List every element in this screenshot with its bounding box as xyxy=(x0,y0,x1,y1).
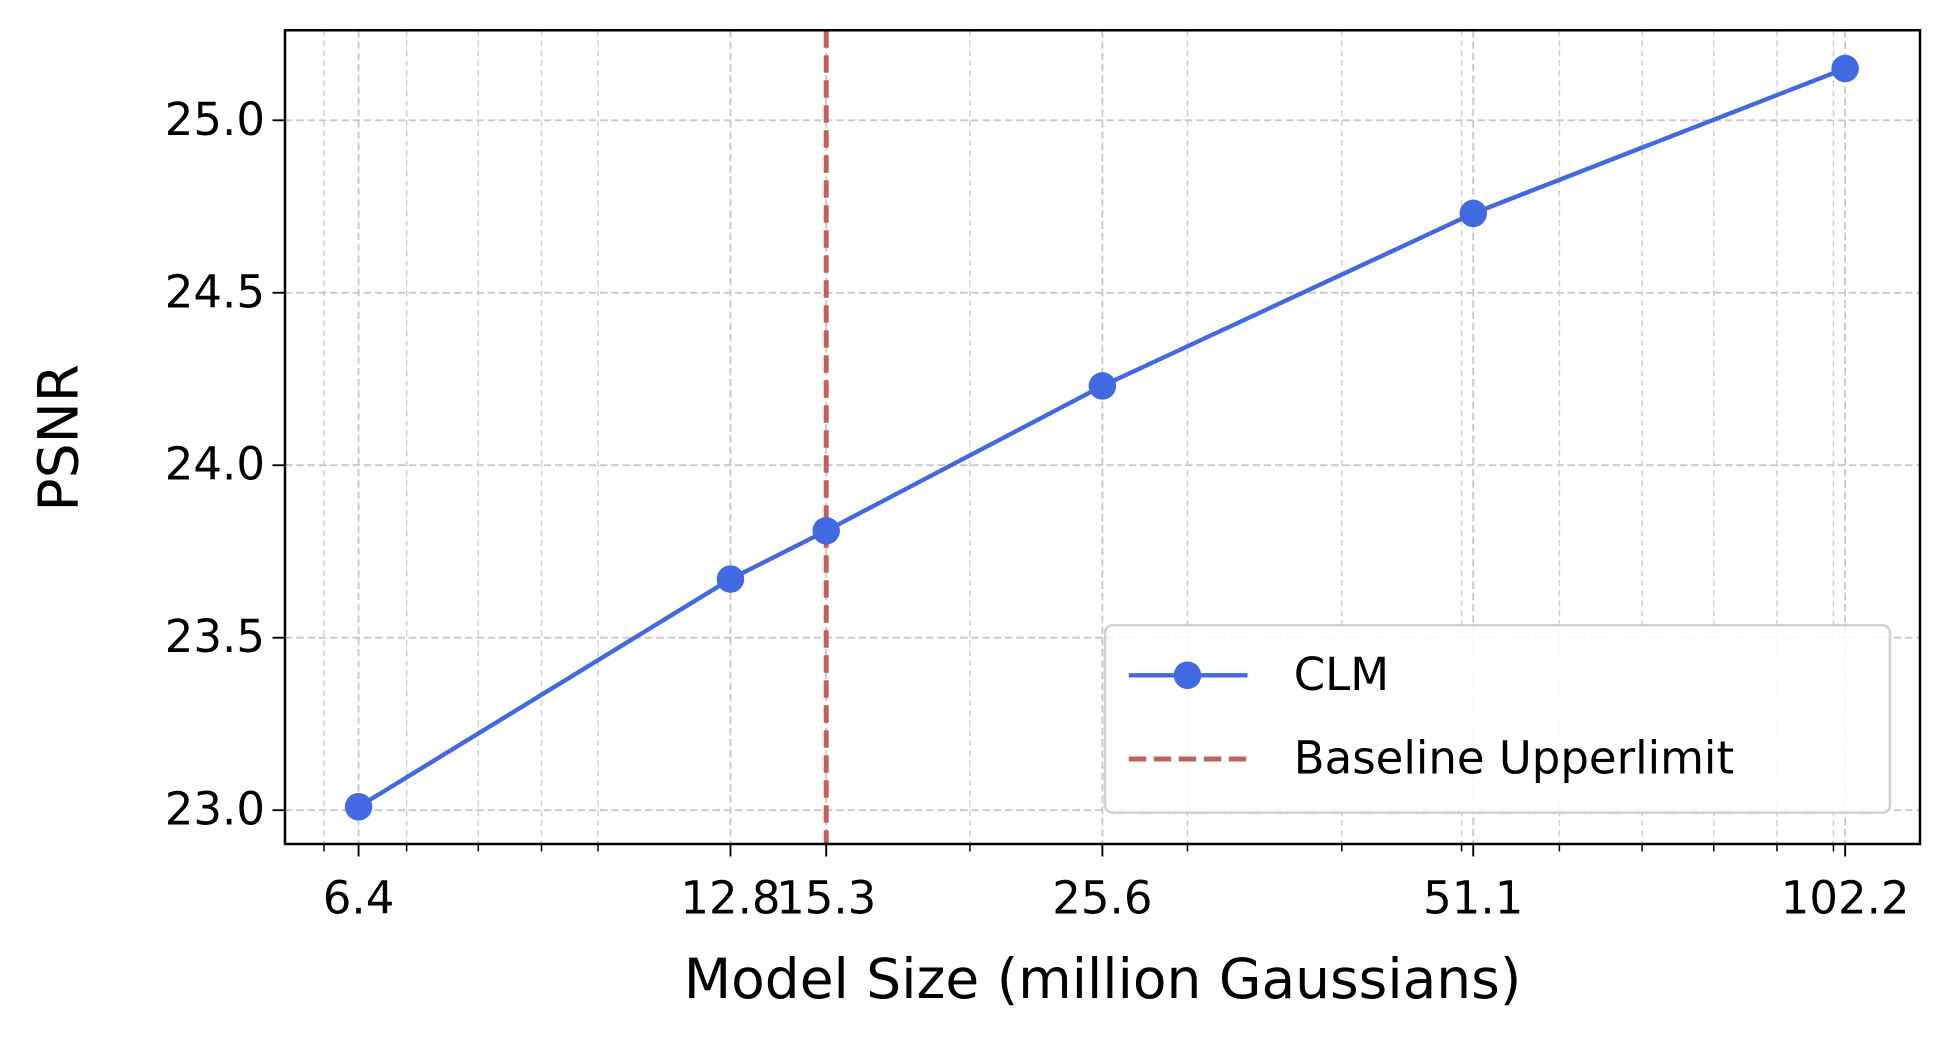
y-tick-label: 23.5 xyxy=(165,610,265,663)
x-axis-label: Model Size (million Gaussians) xyxy=(684,947,1522,1011)
y-tick-label: 25.0 xyxy=(165,93,265,146)
y-tick-label: 24.0 xyxy=(165,438,265,491)
series-line xyxy=(357,66,1846,809)
y-axis-label: PSNR xyxy=(27,364,91,511)
data-point xyxy=(1088,372,1117,400)
legend-label: Baseline Upperlimit xyxy=(1294,732,1734,785)
data-point xyxy=(344,792,373,821)
y-tick-label: 24.5 xyxy=(165,265,265,318)
data-point xyxy=(1831,54,1859,83)
legend-label: CLM xyxy=(1294,648,1389,701)
legend-marker xyxy=(1173,661,1202,689)
data-point xyxy=(812,517,840,545)
data-point xyxy=(716,565,745,593)
x-tick-label: 6.4 xyxy=(323,872,395,925)
x-tick-label: 12.8 xyxy=(680,872,780,925)
plot-frame xyxy=(283,29,1922,846)
x-tick-label: 51.1 xyxy=(1423,872,1523,925)
x-tick-label: 25.6 xyxy=(1052,872,1152,925)
y-tick-label: 23.0 xyxy=(165,783,265,836)
legend-box xyxy=(1103,624,1892,814)
x-tick-label: 15.3 xyxy=(776,872,876,925)
x-tick-label: 102.2 xyxy=(1781,872,1910,925)
data-point xyxy=(1459,199,1487,228)
